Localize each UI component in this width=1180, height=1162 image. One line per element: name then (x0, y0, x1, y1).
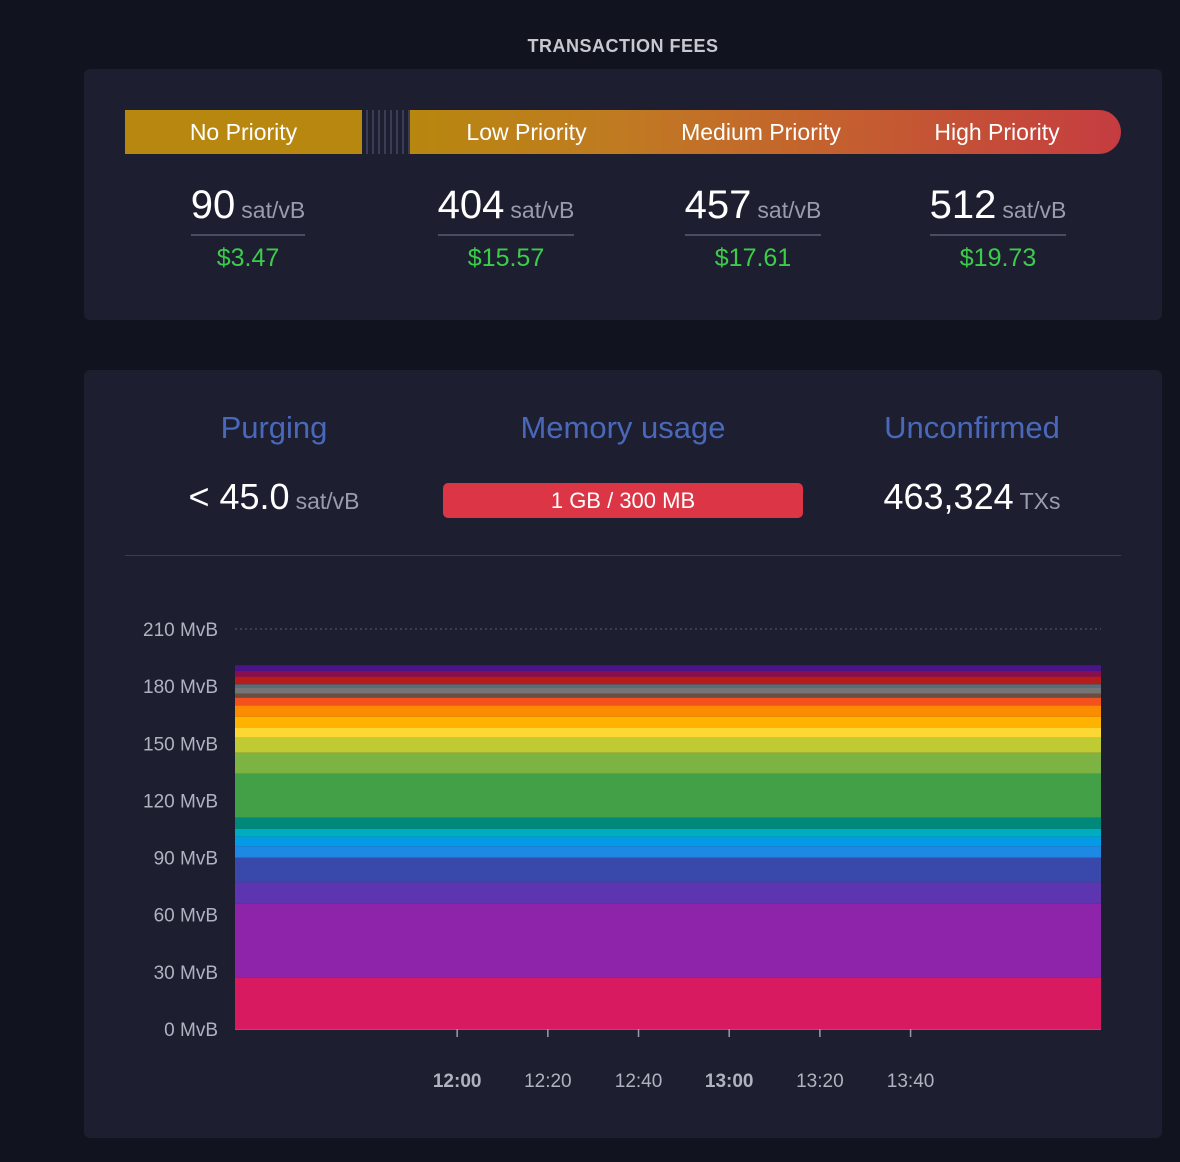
area-layer-6 (235, 829, 1101, 837)
fees-section-title: TRANSACTION FEES (527, 36, 719, 56)
fees-card: No Priority Low Priority Medium Priority… (84, 69, 1162, 320)
area-layer-18 (235, 676, 1101, 685)
high-priority-label: High Priority (934, 118, 1060, 145)
medium-priority-label: Medium Priority (681, 118, 841, 145)
fee-value: 90 (190, 183, 236, 227)
area-layer-14 (235, 697, 1101, 706)
purging-value: < 45.0 sat/vB (144, 476, 404, 518)
no-priority-label: No Priority (125, 110, 362, 154)
x-tick-label: 12:40 (615, 1071, 663, 1092)
fee-value: 404 (437, 183, 505, 227)
priority-gradient (410, 110, 1121, 154)
area-layer-5 (235, 836, 1101, 847)
area-layer-20 (235, 665, 1101, 671)
fee-value: 512 (929, 183, 997, 227)
low-priority-label: Low Priority (466, 118, 587, 145)
fee-unit: sat/vB (1002, 197, 1067, 223)
area-layer-8 (235, 773, 1101, 818)
fee-rate: 457 sat/vB (684, 183, 822, 236)
memory-usage-bar: 1 GB / 300 MB (443, 483, 803, 518)
x-tick-label: 13:40 (887, 1071, 935, 1092)
x-tick-label: 13:20 (796, 1071, 844, 1092)
area-layer-12 (235, 716, 1101, 729)
area-layer-7 (235, 817, 1101, 829)
area-layer-11 (235, 728, 1101, 738)
area-layer-10 (235, 737, 1101, 753)
fee-usd: $19.73 (959, 244, 1037, 272)
fee-unit: sat/vB (510, 197, 575, 223)
y-tick-label: 60 MvB (154, 906, 218, 927)
fee-medium-priority: 457 sat/vB $17.61 (653, 183, 853, 273)
area-layer-0 (235, 977, 1101, 1029)
area-layer-15 (235, 693, 1101, 698)
area-layer-16 (235, 688, 1101, 694)
unconfirmed-heading: Unconfirmed (884, 410, 1060, 445)
purging-heading: Purging (220, 410, 328, 445)
fee-usd: $15.57 (467, 244, 545, 272)
memory-usage-heading: Memory usage (520, 410, 726, 445)
x-tick-label: 12:00 (433, 1071, 482, 1092)
divider (125, 555, 1121, 556)
area-layer-19 (235, 670, 1101, 677)
y-tick-label: 30 MvB (154, 963, 218, 984)
fee-usd: $17.61 (714, 244, 792, 272)
fee-no-priority: 90 sat/vB $3.47 (150, 183, 346, 273)
fee-high-priority: 512 sat/vB $19.73 (898, 183, 1098, 273)
purging-number: < 45.0 (188, 476, 290, 517)
x-tick-label: 13:00 (705, 1071, 754, 1092)
y-tick-label: 210 MvB (143, 620, 218, 641)
unconfirmed-value: 463,324 TXs (842, 476, 1102, 518)
area-layer-4 (235, 846, 1101, 858)
fee-unit: sat/vB (241, 197, 306, 223)
purging-unit: sat/vB (295, 488, 360, 514)
unconfirmed-number: 463,324 (883, 476, 1014, 517)
mempool-chart[interactable]: 0 MvB 30 MvB 60 MvB 90 MvB 120 MvB 150 MvB 180… (84, 370, 1162, 1138)
priority-gap (362, 110, 410, 154)
area-layer-2 (235, 882, 1101, 904)
y-tick-label: 120 MvB (143, 791, 218, 812)
fee-usd: $3.47 (216, 244, 280, 272)
priority-bar: No Priority Low Priority Medium Priority… (125, 110, 1121, 154)
area-layer-3 (235, 857, 1101, 883)
fee-rate: 90 sat/vB (190, 183, 306, 236)
area-layer-17 (235, 684, 1101, 689)
x-tick-label: 12:20 (524, 1071, 572, 1092)
area-layer-13 (235, 705, 1101, 717)
mempool-card: Purging Memory usage Unconfirmed < 45.0 s… (84, 370, 1162, 1138)
fee-rate: 404 sat/vB (437, 183, 575, 236)
y-tick-label: 90 MvB (154, 849, 218, 870)
unconfirmed-unit: TXs (1019, 488, 1061, 514)
fee-low-priority: 404 sat/vB $15.57 (406, 183, 606, 273)
y-tick-label: 180 MvB (143, 677, 218, 698)
area-layer-9 (235, 752, 1101, 774)
y-tick-label: 0 MvB (164, 1020, 218, 1041)
area-layer-1 (235, 903, 1101, 978)
fee-rate: 512 sat/vB (929, 183, 1067, 236)
fee-unit: sat/vB (757, 197, 822, 223)
y-tick-label: 150 MvB (143, 734, 218, 755)
fee-value: 457 (684, 183, 752, 227)
